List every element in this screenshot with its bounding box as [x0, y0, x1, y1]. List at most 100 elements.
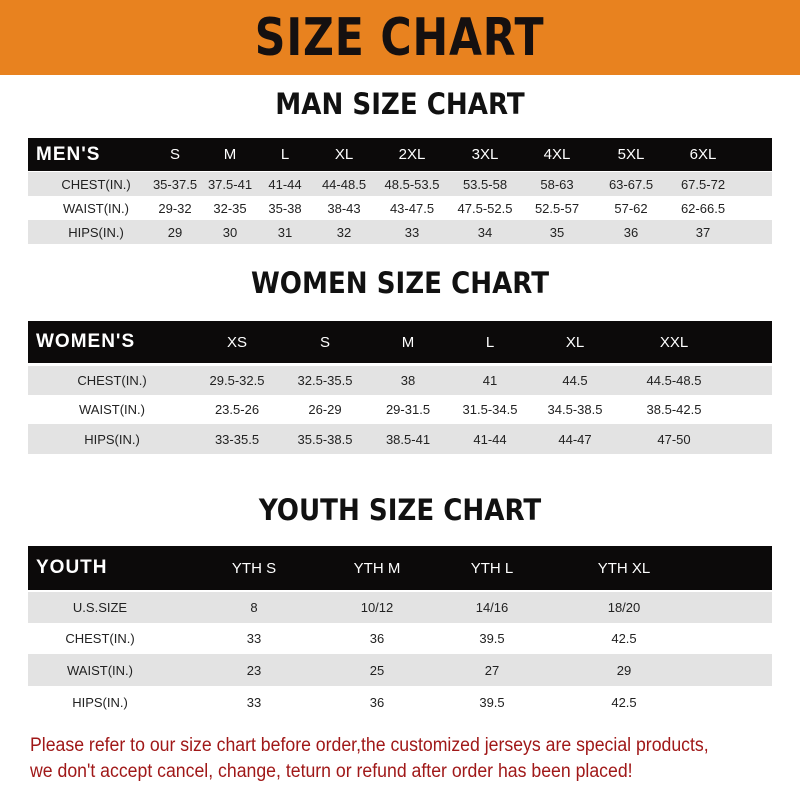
- measurement-value: 35.5-38.5: [297, 431, 353, 447]
- size-column-header: S: [169, 146, 181, 163]
- measurement-label: CHEST(IN.): [61, 176, 131, 192]
- size-column-header: 6XL: [689, 146, 717, 163]
- measurement-value: 42.5: [611, 631, 637, 646]
- measurement-value: 18/20: [607, 600, 641, 615]
- women-header-row: WOMEN'S XS S M L XL XXL: [28, 321, 772, 363]
- measurement-value: 26-29: [308, 402, 342, 417]
- measurement-label: HIPS(IN.): [68, 224, 124, 240]
- size-chart-banner: SIZE CHART: [0, 0, 800, 75]
- measurement-value: 25: [369, 662, 385, 678]
- table-row: HIPS(IN.) 29 30 31 32 33 34 35 36 37: [28, 220, 772, 244]
- measurement-value: 34: [477, 224, 493, 240]
- measurement-value: 10/12: [360, 600, 394, 615]
- measurement-value: 57-62: [614, 200, 648, 216]
- measurement-value: 29-32: [158, 200, 192, 216]
- youth-category-label: YOUTH: [36, 557, 108, 578]
- youth-header-row: YOUTH YTH S YTH M YTH L YTH XL: [28, 546, 772, 590]
- size-column-header: 4XL: [543, 146, 571, 163]
- table-row: WAIST(IN.) 23.5-26 26-29 29-31.5 31.5-34.5 34…: [28, 395, 772, 424]
- order-notice: Please refer to our size chart before or…: [30, 733, 737, 785]
- measurement-label: HIPS(IN.): [84, 431, 140, 447]
- measurement-value: 29.5-32.5: [209, 373, 265, 388]
- measurement-value: 36: [369, 694, 385, 710]
- men-section-title: MAN SIZE CHART: [275, 87, 525, 121]
- size-column-header: L: [485, 333, 495, 351]
- measurement-value: 44.5: [562, 373, 588, 388]
- size-column-header: M: [401, 333, 415, 351]
- size-column-header: XL: [334, 146, 354, 163]
- measurement-value: 14/16: [475, 600, 509, 615]
- measurement-value: 58-63: [540, 176, 574, 192]
- measurement-value: 41-44: [268, 176, 302, 192]
- measurement-value: 62-66.5: [680, 200, 726, 216]
- men-category-label: MEN'S: [36, 143, 101, 165]
- measurement-label: CHEST(IN.): [65, 631, 135, 646]
- measurement-value: 35-38: [268, 200, 302, 216]
- measurement-value: 39.5: [479, 631, 505, 646]
- measurement-value: 33-35.5: [214, 431, 260, 447]
- size-column-header: XL: [565, 333, 585, 351]
- measurement-label: U.S.SIZE: [72, 600, 128, 615]
- size-column-header: L: [280, 146, 290, 163]
- table-row: WAIST(IN.) 29-32 32-35 35-38 38-43 43-47.5 47.…: [28, 196, 772, 220]
- measurement-value: 33: [404, 224, 420, 240]
- measurement-value: 44-47: [558, 431, 592, 447]
- measurement-value: 35-37.5: [152, 176, 198, 192]
- measurement-value: 41-44: [473, 431, 507, 447]
- youth-section-title: YOUTH SIZE CHART: [258, 493, 542, 527]
- measurement-value: 38.5-42.5: [646, 402, 702, 417]
- measurement-value: 33: [246, 631, 262, 646]
- measurement-value: 34.5-38.5: [547, 402, 603, 417]
- measurement-value: 37.5-41: [207, 176, 253, 192]
- measurement-value: 32-35: [213, 200, 247, 216]
- measurement-value: 42.5: [611, 694, 637, 710]
- table-row: CHEST(IN.) 35-37.5 37.5-41 41-44 44-48.5 48.5…: [28, 172, 772, 196]
- measurement-label: HIPS(IN.): [72, 694, 128, 710]
- size-column-header: 5XL: [617, 146, 645, 163]
- measurement-value: 27: [484, 662, 500, 678]
- measurement-value: 63-67.5: [608, 176, 654, 192]
- measurement-value: 32.5-35.5: [297, 373, 353, 388]
- measurement-value: 33: [246, 694, 262, 710]
- table-row: U.S.SIZE 8 10/12 14/16 18/20: [28, 592, 772, 623]
- measurement-value: 35: [549, 224, 565, 240]
- measurement-label: CHEST(IN.): [77, 373, 147, 388]
- measurement-label: WAIST(IN.): [79, 402, 145, 417]
- measurement-value: 67.5-72: [680, 176, 726, 192]
- measurement-value: 36: [623, 224, 639, 240]
- size-column-header: YTH M: [353, 559, 401, 577]
- size-column-header: XS: [226, 333, 248, 351]
- measurement-value: 38: [400, 373, 416, 388]
- measurement-value: 29: [167, 224, 183, 240]
- size-column-header: YTH L: [470, 559, 514, 577]
- measurement-value: 44.5-48.5: [646, 373, 702, 388]
- measurement-value: 8: [250, 600, 258, 615]
- measurement-value: 36: [369, 631, 385, 646]
- women-section-title: WOMEN SIZE CHART: [251, 266, 549, 300]
- measurement-value: 47-50: [657, 431, 691, 447]
- measurement-value: 43-47.5: [389, 200, 435, 216]
- size-column-header: S: [319, 333, 331, 351]
- women-category-label: WOMEN'S: [36, 331, 136, 352]
- measurement-value: 29: [616, 662, 632, 678]
- measurement-value: 41: [482, 373, 498, 388]
- measurement-value: 48.5-53.5: [384, 176, 440, 192]
- measurement-value: 38-43: [327, 200, 361, 216]
- size-column-header: 2XL: [398, 146, 426, 163]
- men-header-row: MEN'S S M L XL 2XL 3XL 4XL 5XL 6XL: [28, 138, 772, 171]
- measurement-value: 38.5-41: [385, 431, 431, 447]
- measurement-value: 47.5-52.5: [457, 200, 513, 216]
- measurement-value: 53.5-58: [462, 176, 508, 192]
- measurement-label: WAIST(IN.): [67, 662, 133, 678]
- measurement-label: WAIST(IN.): [63, 200, 129, 216]
- table-row: HIPS(IN.) 33-35.5 35.5-38.5 38.5-41 41-44 44-…: [28, 424, 772, 454]
- table-row: WAIST(IN.) 23 25 27 29: [28, 654, 772, 686]
- notice-line-2: we don't accept cancel, change, teturn o…: [30, 761, 633, 782]
- measurement-value: 31: [277, 224, 293, 240]
- measurement-value: 52.5-57: [534, 200, 580, 216]
- measurement-value: 29-31.5: [385, 402, 431, 417]
- measurement-value: 44-48.5: [321, 176, 367, 192]
- table-row: HIPS(IN.) 33 36 39.5 42.5: [28, 686, 772, 718]
- size-column-header: YTH S: [231, 559, 277, 577]
- table-row: CHEST(IN.) 29.5-32.5 32.5-35.5 38 41 44.5 44.5…: [28, 366, 772, 395]
